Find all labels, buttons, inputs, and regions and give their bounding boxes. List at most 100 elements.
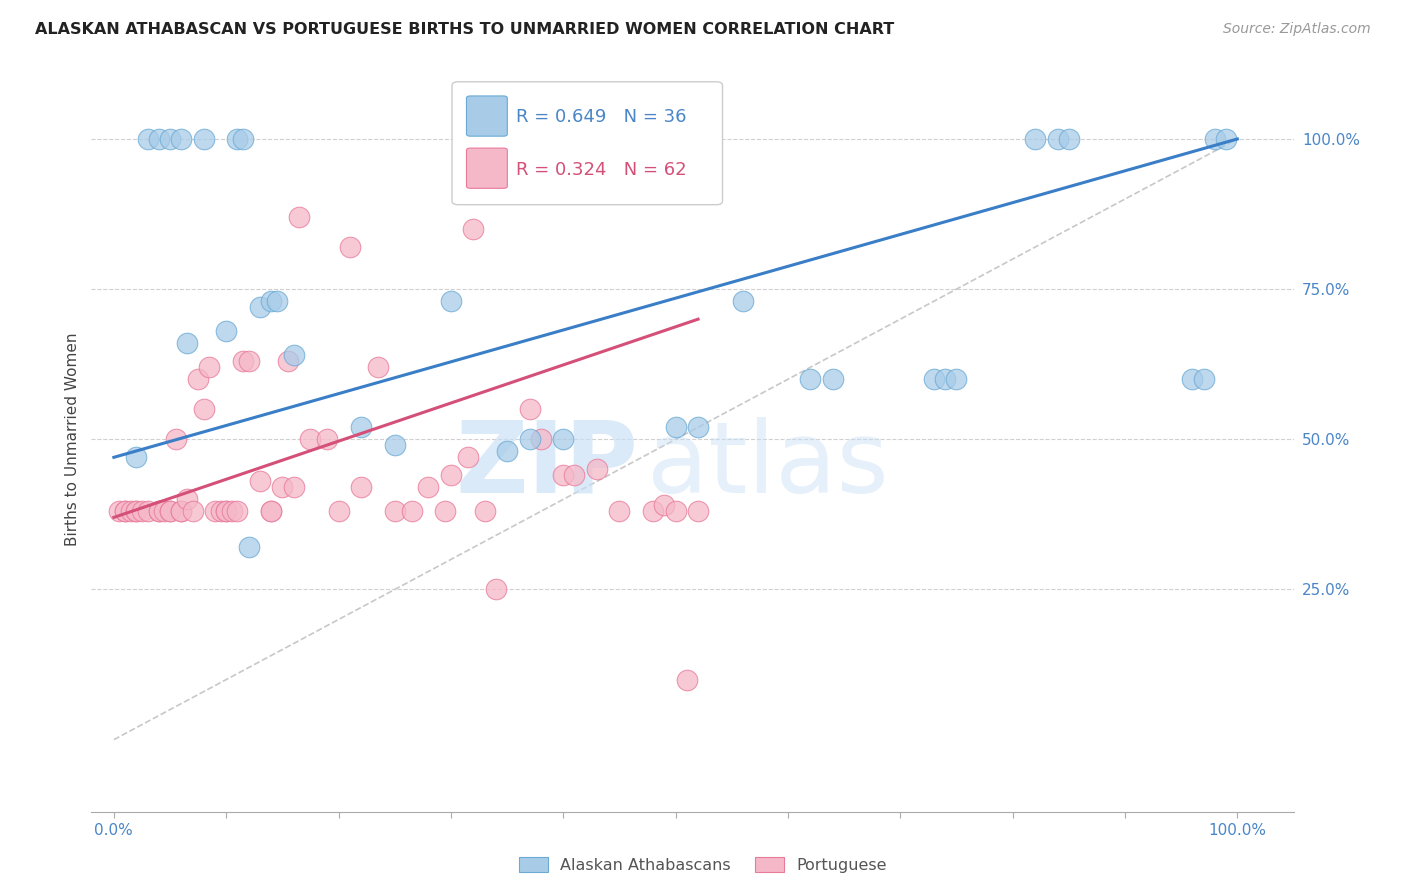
Point [457, 450, 479, 465]
Point [485, 582, 508, 597]
Point [271, 480, 294, 494]
Point [799, 372, 821, 386]
Point [316, 433, 339, 447]
Point [181, 504, 204, 518]
Point [530, 433, 553, 447]
Point [434, 504, 457, 518]
Point [165, 433, 187, 447]
Point [170, 132, 193, 146]
Point [226, 132, 249, 146]
Point [249, 475, 271, 489]
Point [226, 504, 249, 518]
Point [159, 504, 181, 518]
Point [260, 294, 283, 309]
Point [260, 504, 283, 518]
Point [686, 420, 709, 434]
Point [170, 504, 193, 518]
Point [238, 354, 260, 368]
Point [401, 504, 423, 518]
Point [260, 504, 283, 518]
Point [159, 132, 181, 146]
Point [440, 468, 463, 483]
Point [384, 504, 406, 518]
Text: ZIP: ZIP [456, 417, 638, 514]
Point [266, 294, 288, 309]
Point [945, 372, 967, 386]
Point [1215, 132, 1237, 146]
Point [519, 402, 541, 417]
Point [384, 438, 406, 452]
Point [564, 468, 586, 483]
Point [367, 360, 389, 375]
Point [193, 132, 215, 146]
Point [586, 462, 609, 476]
Point [215, 324, 238, 338]
Point [249, 300, 271, 314]
Point [821, 372, 844, 386]
Point [328, 504, 350, 518]
Point [148, 504, 170, 518]
Point [159, 504, 181, 518]
Point [553, 468, 575, 483]
Point [215, 504, 238, 518]
Point [193, 402, 215, 417]
Point [187, 372, 209, 386]
Point [288, 210, 311, 224]
Point [148, 504, 170, 518]
Point [114, 504, 136, 518]
Point [676, 673, 699, 687]
Point [232, 354, 254, 368]
Text: Source: ZipAtlas.com: Source: ZipAtlas.com [1223, 22, 1371, 37]
Point [215, 504, 238, 518]
Point [474, 504, 496, 518]
Point [221, 504, 243, 518]
Point [1024, 132, 1046, 146]
Point [463, 222, 485, 236]
Point [519, 433, 541, 447]
Point [204, 504, 226, 518]
Y-axis label: Births to Unmarried Women: Births to Unmarried Women [65, 333, 80, 546]
Point [339, 240, 361, 254]
Point [120, 504, 142, 518]
Point [350, 480, 373, 494]
Text: ALASKAN ATHABASCAN VS PORTUGUESE BIRTHS TO UNMARRIED WOMEN CORRELATION CHART: ALASKAN ATHABASCAN VS PORTUGUESE BIRTHS … [35, 22, 894, 37]
FancyBboxPatch shape [467, 148, 508, 188]
Point [731, 294, 754, 309]
Point [277, 354, 299, 368]
Point [125, 504, 148, 518]
Point [643, 504, 665, 518]
Point [418, 480, 440, 494]
Point [114, 504, 136, 518]
Point [153, 504, 176, 518]
Point [654, 499, 676, 513]
FancyBboxPatch shape [451, 82, 723, 204]
Text: R = 0.324   N = 62: R = 0.324 N = 62 [516, 161, 686, 178]
Point [665, 420, 688, 434]
Point [136, 132, 159, 146]
Point [922, 372, 945, 386]
Point [283, 480, 305, 494]
Point [934, 372, 956, 386]
Point [148, 132, 170, 146]
Point [440, 294, 463, 309]
Point [283, 348, 305, 362]
Point [496, 444, 519, 458]
FancyBboxPatch shape [467, 96, 508, 136]
Point [125, 450, 148, 465]
Point [176, 336, 198, 351]
Point [136, 504, 159, 518]
Point [299, 433, 322, 447]
Text: R = 0.649   N = 36: R = 0.649 N = 36 [516, 108, 686, 126]
Point [232, 132, 254, 146]
Point [170, 504, 193, 518]
Point [1204, 132, 1226, 146]
Point [350, 420, 373, 434]
Point [209, 504, 232, 518]
Point [238, 541, 260, 555]
Legend: Alaskan Athabascans, Portuguese: Alaskan Athabascans, Portuguese [513, 851, 893, 880]
Point [686, 504, 709, 518]
Point [176, 492, 198, 507]
Point [553, 433, 575, 447]
Point [125, 504, 148, 518]
Point [131, 504, 153, 518]
